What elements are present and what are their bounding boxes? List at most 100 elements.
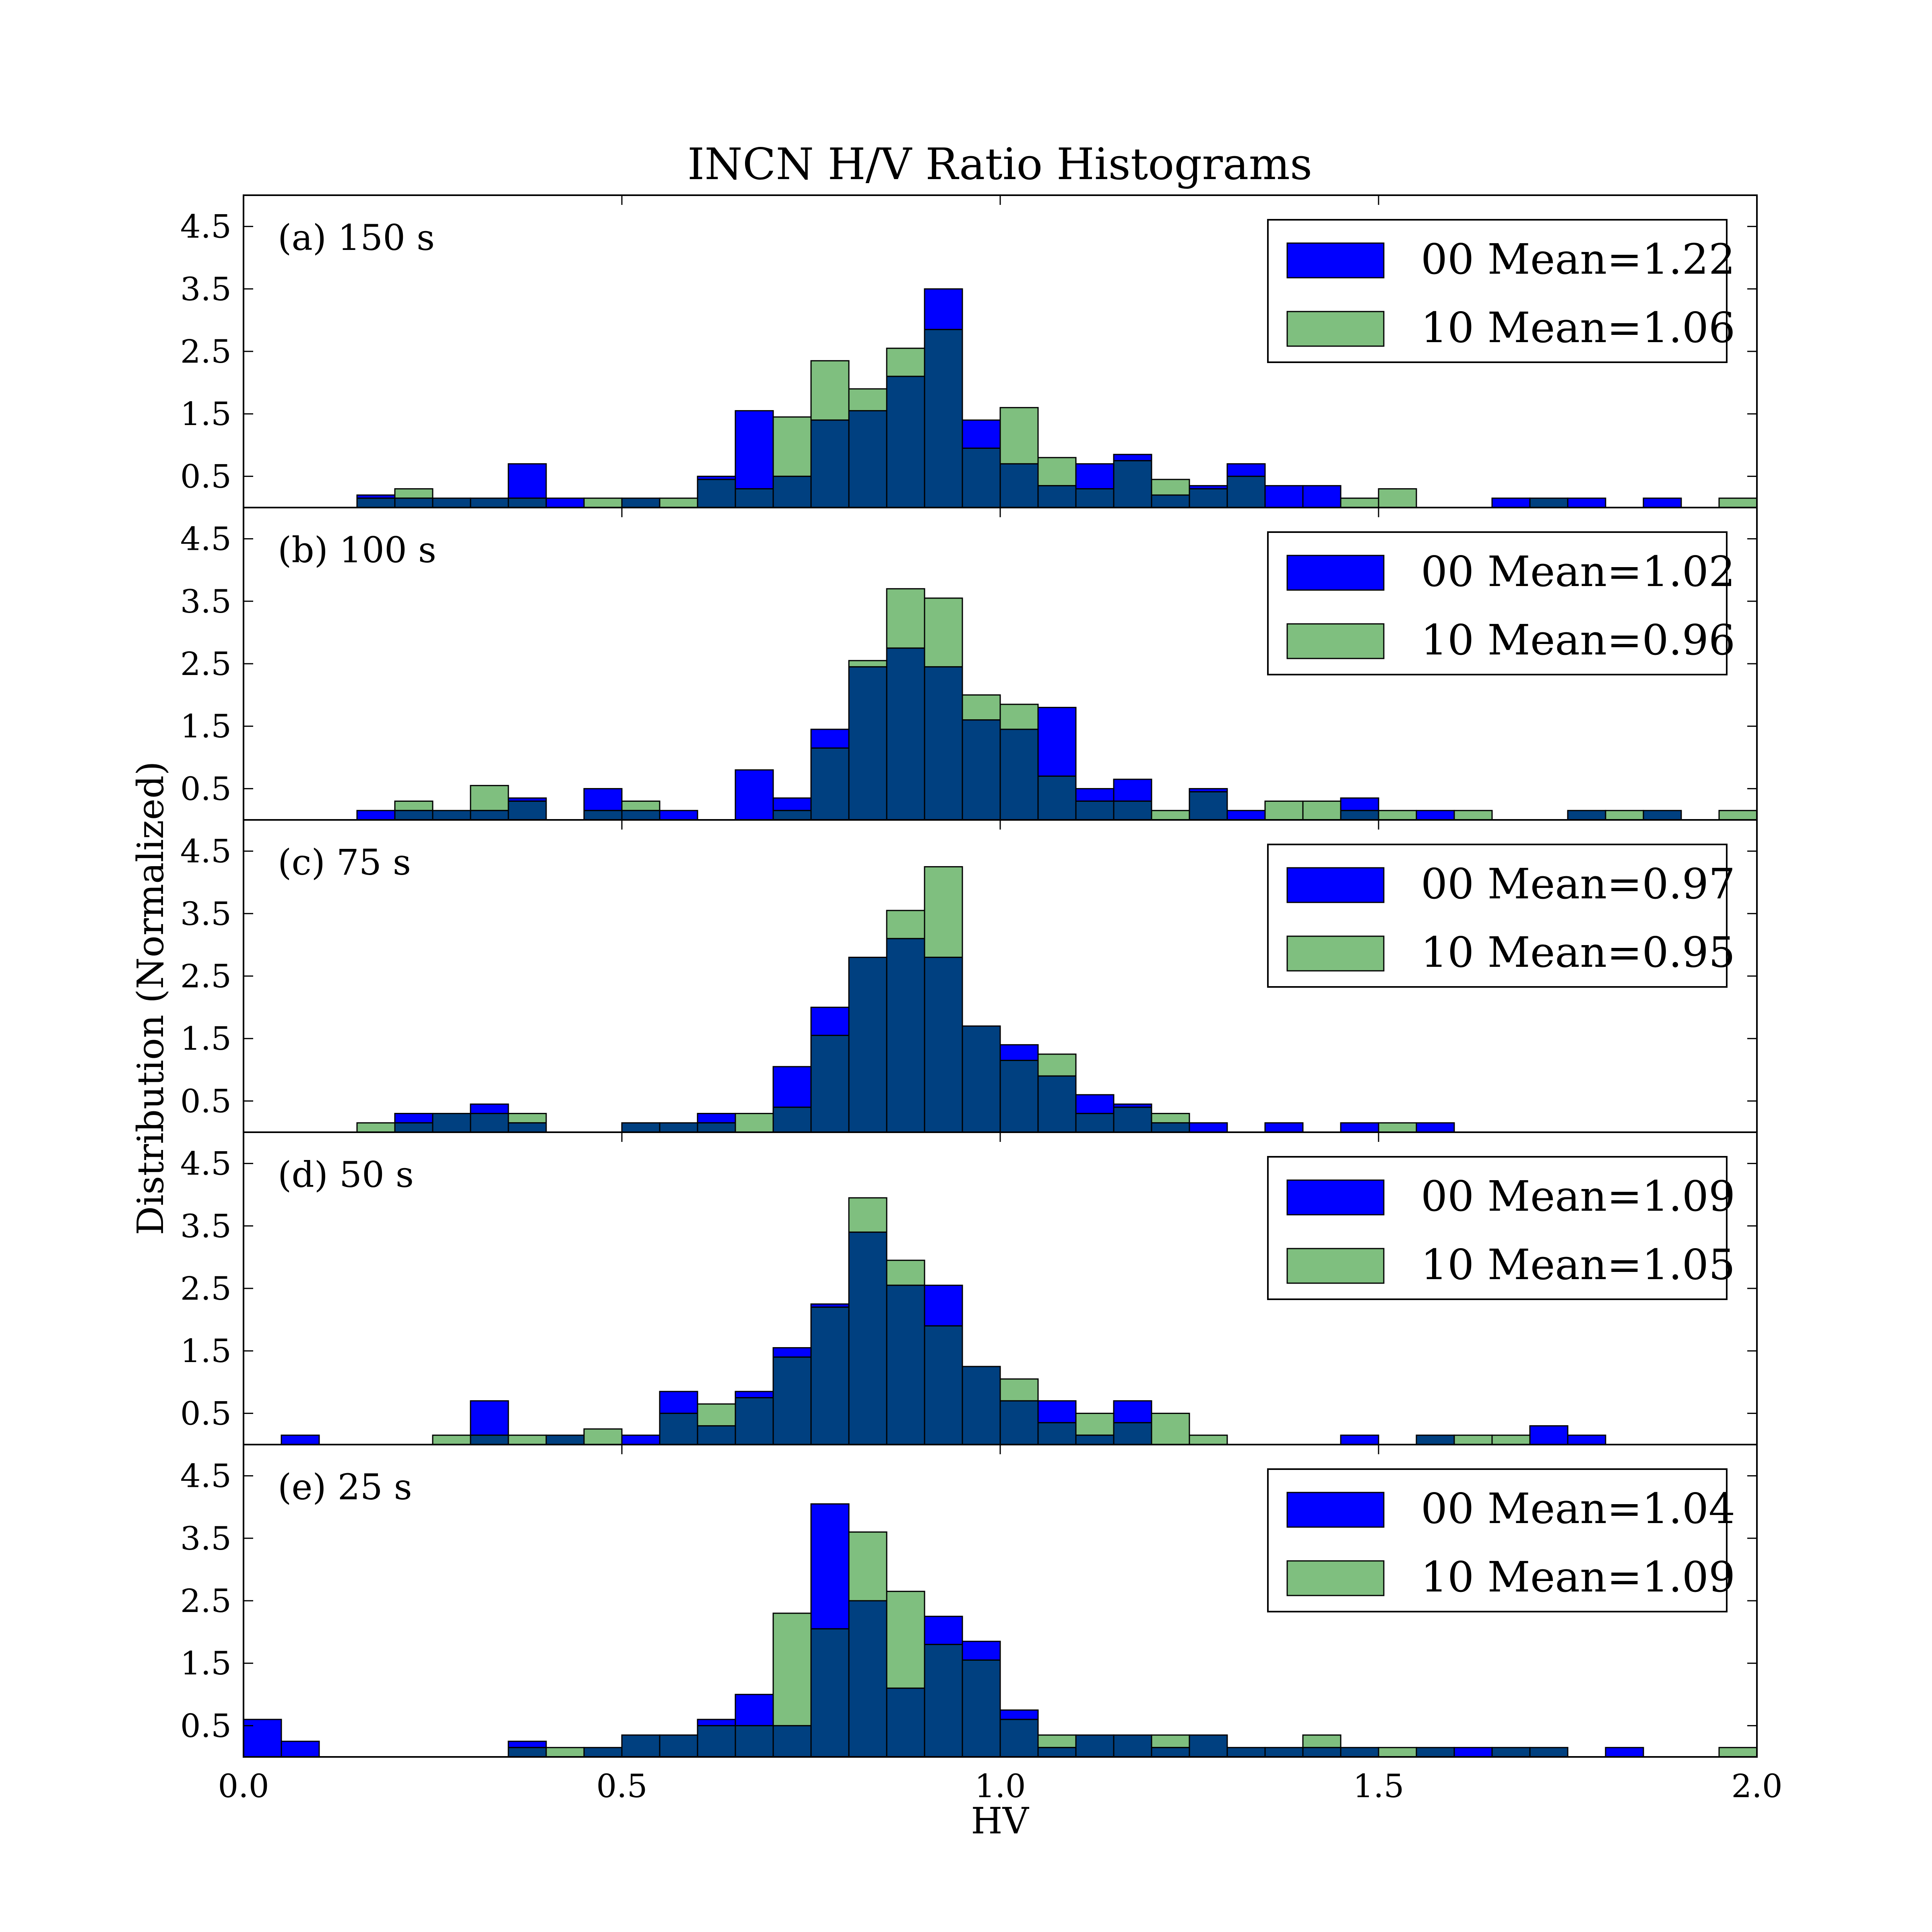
bar-overlap (621, 1734, 661, 1758)
bar-10 (583, 497, 623, 508)
bar-overlap (999, 463, 1039, 508)
bar-10 (924, 597, 963, 668)
bar-overlap (470, 1113, 509, 1133)
bar-00 (999, 1044, 1039, 1061)
bar-00 (1302, 485, 1342, 508)
bar-overlap (1416, 1747, 1455, 1758)
bar-00 (1075, 1094, 1115, 1114)
bar-overlap (735, 488, 774, 508)
legend-swatch-00 (1286, 867, 1385, 903)
bar-00 (697, 1719, 736, 1726)
bar-10 (848, 388, 888, 411)
bar-overlap (1340, 810, 1379, 821)
bar-00 (281, 1740, 320, 1758)
panel-c: 0.5 1.5 2.5 3.5 4.5 (c) 75 s 00 Mean=0.97 10 Me… (180, 819, 1758, 1133)
legend-swatch-10 (1286, 935, 1385, 972)
bar-10 (508, 1113, 547, 1124)
bar-10 (999, 407, 1039, 464)
bar-overlap (659, 1734, 698, 1758)
bar-10 (1151, 1412, 1190, 1445)
bar-10 (1718, 810, 1758, 821)
bar-overlap (848, 1600, 888, 1758)
bar-overlap (1529, 497, 1569, 508)
bar-10 (1718, 497, 1758, 508)
bar-10 (1378, 1747, 1417, 1758)
bar-10 (962, 694, 1001, 721)
panel-a: 0.5 1.5 2.5 3.5 4.5 (a) 150 s 00 Mean=1.22 10 M… (180, 194, 1758, 508)
bar-overlap (1075, 488, 1115, 508)
bar-00 (924, 1616, 963, 1645)
bar-overlap (1075, 1113, 1115, 1133)
bar-10 (886, 1259, 925, 1286)
bar-overlap (735, 1725, 774, 1758)
bar-overlap (621, 1122, 661, 1133)
bar-overlap (508, 1122, 547, 1133)
bar-10 (394, 800, 433, 811)
bar-00 (1113, 1400, 1152, 1424)
y-tick-label: 0.5 (180, 770, 231, 807)
bar-overlap (1037, 775, 1077, 821)
bar-10 (1378, 1122, 1417, 1133)
bar-overlap (508, 497, 547, 508)
bar-overlap (886, 1284, 925, 1445)
bar-00 (772, 797, 812, 811)
bar-overlap (962, 1025, 1001, 1133)
bar-overlap (924, 329, 963, 508)
bar-00 (1113, 454, 1152, 462)
bar-overlap (772, 475, 812, 508)
bar-10 (356, 1122, 396, 1133)
bar-10 (1037, 1053, 1077, 1077)
bar-overlap (1151, 1747, 1190, 1758)
bar-overlap (1189, 791, 1228, 821)
bar-overlap (1113, 460, 1152, 508)
legend-entry-10: 10 Mean=0.95 (1421, 928, 1735, 977)
bar-10 (1491, 1435, 1531, 1445)
bar-overlap (1340, 1747, 1379, 1758)
bar-00 (1340, 1122, 1379, 1133)
bar-00 (1605, 1747, 1644, 1758)
bar-overlap (886, 938, 925, 1133)
bar-overlap (886, 647, 925, 821)
bar-overlap (886, 1687, 925, 1758)
bar-10 (1718, 1747, 1758, 1758)
bar-10 (432, 1435, 471, 1445)
bar-00 (1416, 1122, 1455, 1133)
bar-overlap (999, 1719, 1039, 1758)
y-tick-label: 3.5 (180, 583, 231, 620)
bar-overlap (1151, 494, 1190, 508)
bar-overlap (1151, 1122, 1190, 1133)
legend-swatch-10 (1286, 623, 1385, 659)
bar-overlap (394, 497, 433, 508)
bar-10 (1037, 1734, 1077, 1748)
bar-00 (659, 810, 698, 821)
bar-00 (735, 1694, 774, 1726)
bar-10 (1340, 497, 1379, 508)
bar-overlap (394, 1122, 433, 1133)
bar-overlap (810, 747, 850, 821)
panel-e: 0.5 1.5 2.5 3.5 4.5 0.0 0.5 1.0 1.5 2.0 (e) 25 s 00… (180, 1444, 1783, 1805)
legend-swatch-00 (1286, 242, 1385, 279)
bar-00 (583, 788, 623, 811)
bar-overlap (848, 1231, 888, 1445)
panel-label: (c) 75 s (278, 842, 411, 883)
figure-title: INCN H/V Ratio Histograms (687, 139, 1313, 190)
bar-overlap (810, 419, 850, 508)
bar-overlap (1113, 1106, 1152, 1133)
bar-10 (621, 800, 661, 811)
bar-00 (508, 463, 547, 499)
y-tick-label: 1.5 (180, 395, 231, 433)
bar-10 (886, 910, 925, 939)
y-axis-label: Distribution (Normalized) (130, 761, 172, 1235)
y-tick-label: 2.5 (180, 1582, 231, 1620)
bar-overlap (508, 800, 547, 821)
bar-00 (999, 1709, 1039, 1720)
bar-10 (1151, 479, 1190, 496)
bar-00 (659, 1391, 698, 1414)
x-axis-label: HV (971, 1800, 1029, 1842)
bar-overlap (1113, 1422, 1152, 1445)
bar-overlap (962, 448, 1001, 508)
bar-00 (1264, 1122, 1304, 1133)
bar-overlap (886, 376, 925, 508)
bar-overlap (848, 956, 888, 1133)
bar-00 (470, 1103, 509, 1114)
